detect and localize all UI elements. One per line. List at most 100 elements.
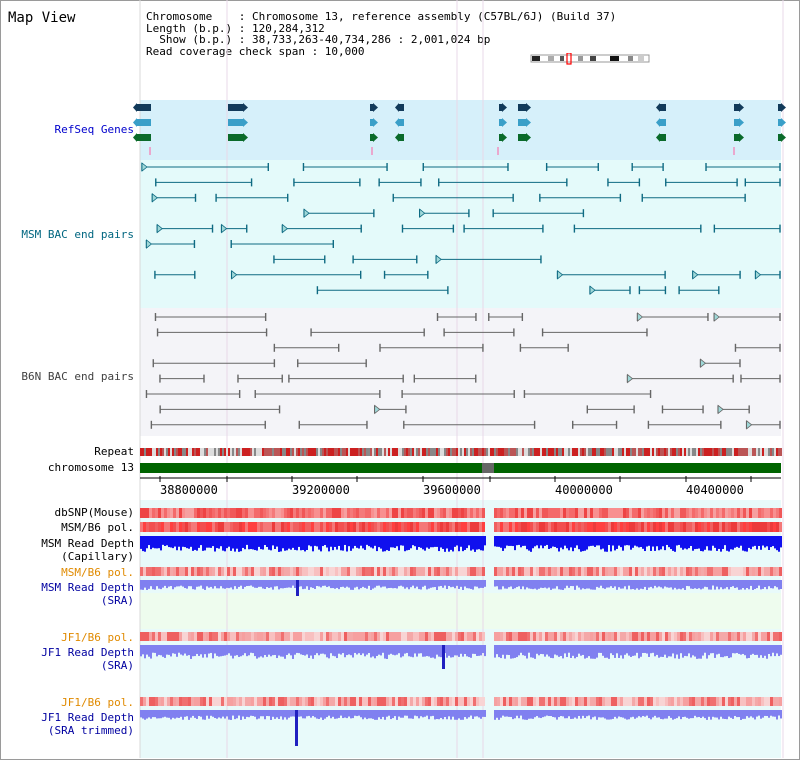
jf1-trimmed-depth-bar [236, 710, 238, 719]
jf1-pol2-strip [554, 697, 557, 706]
jf1-pol-strip [236, 632, 239, 641]
msm-pol-strip [599, 522, 602, 532]
track-label-jf1-depth[interactable]: JF1 Read Depth (SRA) [2, 646, 134, 672]
repeat-mark [412, 448, 414, 456]
msm-pol-strip [440, 522, 443, 532]
jf1-sra-depth-bar [734, 645, 736, 654]
jf1-trimmed-depth-bar [484, 710, 486, 717]
jf1-pol-strip [380, 632, 383, 641]
track-label-b6n-bac[interactable]: B6N BAC end pairs [21, 370, 134, 383]
msm-sra-depth-bar [754, 580, 756, 589]
msm-sra-depth-bar [446, 580, 448, 590]
msm-capillary-depth-bar [504, 536, 506, 549]
repeat-mark [396, 448, 398, 456]
jf1-trimmed-depth-bar [344, 710, 346, 718]
msm-capillary-depth-bar [366, 536, 368, 545]
track-label-jf1-pol-1[interactable]: JF1/B6 pol. [61, 631, 134, 644]
jf1-pol-strip [551, 632, 554, 641]
dbsnp-strip [710, 508, 713, 518]
msm-pol-strip [239, 522, 242, 532]
msm-capillary-depth-bar [692, 536, 694, 551]
jf1-sra-depth-bar [314, 645, 316, 656]
dbsnp-strip [320, 508, 323, 518]
msm-capillary-depth-bar [176, 536, 178, 551]
msm-capillary-depth-bar [426, 536, 428, 548]
repeat-mark [338, 448, 340, 456]
msm-sra-depth-bar [174, 580, 176, 588]
jf1-sra-depth-bar [762, 645, 764, 658]
jf1-pol2-strip [326, 697, 329, 706]
jf1-pol-strip [332, 632, 335, 641]
jf1-sra-depth-bar [758, 645, 760, 658]
track-label-jf1-depth-trimmed[interactable]: JF1 Read Depth (SRA trimmed) [2, 711, 134, 737]
jf1-sra-depth-bar [588, 645, 590, 657]
msm-pol-sra-strip [515, 567, 518, 576]
msm-capillary-depth-bar [548, 536, 550, 549]
jf1-trimmed-depth-bar [436, 710, 438, 720]
jf1-sra-depth-bar [680, 645, 682, 654]
msm-sra-depth-bar [654, 580, 656, 586]
track-label-refseq[interactable]: RefSeq Genes [54, 123, 134, 136]
repeat-mark [436, 448, 438, 456]
track-label-msm-depth-sra[interactable]: MSM Read Depth (SRA) [2, 581, 134, 607]
jf1-trimmed-depth-bar [706, 710, 708, 720]
msm-sra-depth-bar [554, 580, 556, 589]
jf1-pol2-strip [305, 697, 308, 706]
jf1-trimmed-depth-bar [274, 710, 276, 719]
msm-pol-strip [320, 522, 323, 532]
dbsnp-strip [503, 508, 506, 518]
jf1-pol2-strip [203, 697, 206, 706]
track-label-jf1-pol-2[interactable]: JF1/B6 pol. [61, 696, 134, 709]
jf1-trimmed-depth-bar [558, 710, 560, 718]
msm-sra-depth-bar [628, 580, 630, 586]
track-label-msm-pol-1[interactable]: MSM/B6 pol. [61, 521, 134, 534]
jf1-sra-depth-bar [754, 645, 756, 655]
jf1-pol-strip [548, 632, 551, 641]
track-label-chromosome[interactable]: chromosome 13 [47, 461, 134, 474]
msm-pol-sra-strip [755, 567, 758, 576]
jf1-trimmed-depth-bar [306, 710, 308, 717]
jf1-sra-depth-bar [218, 645, 220, 657]
jf1-sra-depth-bar [632, 645, 634, 656]
jf1-trimmed-depth-bar [666, 710, 668, 719]
jf1-pol-strip [287, 632, 290, 641]
track-label-repeat[interactable]: Repeat [94, 445, 134, 458]
jf1-pol2-strip [566, 697, 569, 706]
track-label-dbsnp[interactable]: dbSNP(Mouse) [54, 506, 134, 519]
dbsnp-strip [686, 508, 689, 518]
jf1-sra-depth-bar [184, 645, 186, 654]
msm-capillary-depth-bar [338, 536, 340, 546]
repeat-mark [638, 448, 640, 456]
msm-pol-sra-strip [455, 567, 458, 576]
jf1-pol2-strip [338, 697, 341, 706]
track-label-msm-pol-2[interactable]: MSM/B6 pol. [61, 566, 134, 579]
jf1-trimmed-depth-bar [426, 710, 428, 716]
msm-sra-depth-bar [664, 580, 666, 587]
jf1-pol2-strip [731, 697, 734, 706]
msm-capillary-depth-bar [160, 536, 162, 551]
jf1-trimmed-depth-bar [720, 710, 722, 717]
msm-sra-depth-bar [718, 580, 720, 590]
jf1-sra-depth-bar [396, 645, 398, 655]
track-label-msm-depth-capillary[interactable]: MSM Read Depth (Capillary) [2, 537, 134, 563]
gene-mark [778, 104, 781, 111]
jf1-pol2-strip [296, 697, 299, 706]
msm-capillary-depth-bar [292, 536, 294, 548]
jf1-pol2-strip [497, 697, 500, 706]
dbsnp-strip [338, 508, 341, 518]
gene-mark [660, 134, 666, 141]
dbsnp-strip [620, 508, 623, 518]
msm-sra-depth-bar [256, 580, 258, 588]
msm-bac-pair-arrow [156, 223, 163, 234]
msm-pol-strip [617, 522, 620, 532]
track-label-msm-bac[interactable]: MSM BAC end pairs [21, 228, 134, 241]
msm-pol-strip [737, 522, 740, 532]
msm-pol-strip [728, 522, 731, 532]
msm-pol-strip [653, 522, 656, 532]
repeat-mark [536, 448, 538, 456]
jf1-trimmed-depth-bar [472, 710, 474, 719]
chromosome-ideogram[interactable] [530, 53, 652, 65]
jf1-sra-depth-bar [228, 645, 230, 654]
repeat-mark [672, 448, 674, 456]
